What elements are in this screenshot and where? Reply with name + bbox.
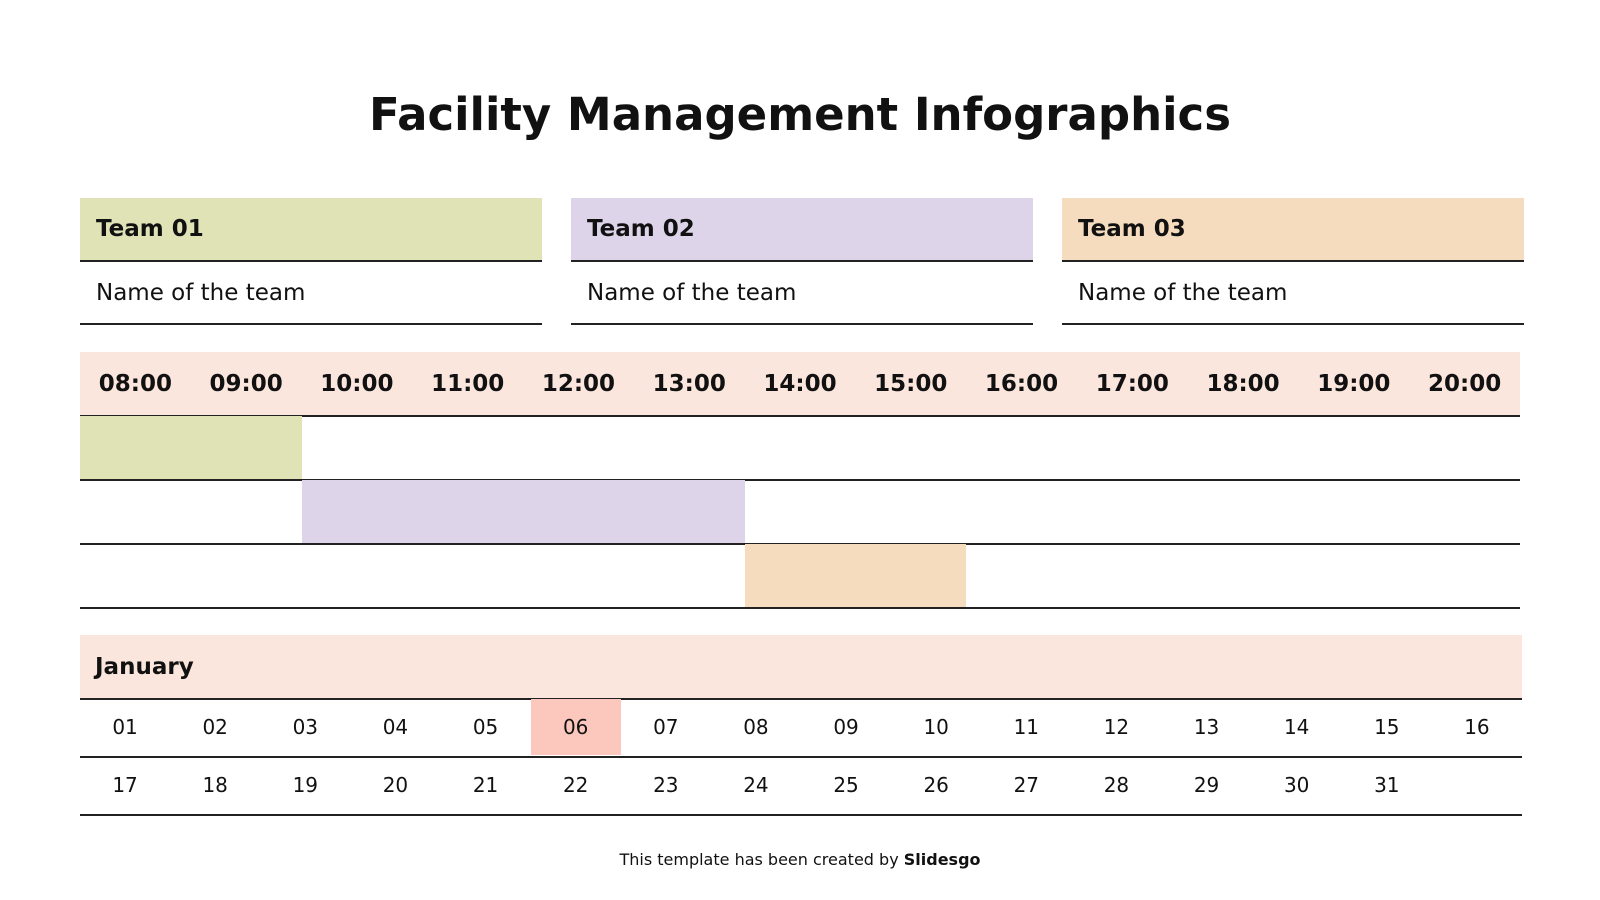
- day-cell: 09: [833, 715, 859, 739]
- footer-brand: Slidesgo: [903, 850, 981, 869]
- day-cell: 31: [1374, 773, 1400, 797]
- hour-label: 13:00: [652, 370, 726, 397]
- day-cell: 11: [1013, 715, 1040, 739]
- day-cell: 06: [530, 699, 621, 755]
- day-cell: 17: [112, 773, 138, 797]
- day-cell: 20: [382, 773, 409, 797]
- hour-label: 20:00: [1427, 370, 1502, 397]
- day-cell: 21: [472, 773, 499, 797]
- day-cell: 19: [292, 773, 319, 797]
- day-cell: 13: [1193, 715, 1220, 739]
- day-cell: 14: [1283, 715, 1310, 739]
- team-name: Name of the team: [1078, 280, 1288, 306]
- rule: [1062, 260, 1524, 262]
- rule: [80, 607, 1520, 609]
- day-cell: 08: [743, 715, 769, 739]
- schedule-bar: [744, 544, 967, 607]
- rule: [571, 323, 1033, 325]
- day-cell: 02: [202, 715, 228, 739]
- day-cell: 27: [1013, 773, 1040, 797]
- team-header: Team 03: [1062, 198, 1524, 260]
- day-cell: 04: [382, 715, 409, 739]
- hour-label: 14:00: [763, 370, 837, 397]
- day-cell: 01: [112, 715, 138, 739]
- schedule-bar: [80, 416, 302, 479]
- hour-label: 19:00: [1317, 370, 1391, 397]
- rule: [1062, 323, 1524, 325]
- day-cell: 15: [1374, 715, 1400, 739]
- day-cell: 10: [923, 715, 949, 739]
- footer-text: This template has been created by: [619, 850, 899, 869]
- month-header: January: [80, 635, 1522, 698]
- hour-label: 15:00: [874, 370, 948, 397]
- day-cell: 16: [1464, 715, 1490, 739]
- hour-label: 18:00: [1206, 370, 1280, 397]
- day-cell: 24: [743, 773, 769, 797]
- day-cell: 12: [1103, 715, 1130, 739]
- rule: [80, 479, 1520, 481]
- day-cell: 30: [1283, 773, 1310, 797]
- day-cell: 03: [292, 715, 319, 739]
- schedule-bar: [301, 480, 745, 543]
- day-cell: 28: [1103, 773, 1130, 797]
- schedule-header: [80, 352, 1520, 415]
- day-cell: 22: [562, 773, 589, 797]
- hour-label: 12:00: [541, 370, 616, 397]
- hour-label: 09:00: [209, 370, 283, 397]
- hour-label: 10:00: [320, 370, 394, 397]
- hour-label: 16:00: [984, 370, 1059, 397]
- hour-label: 17:00: [1095, 370, 1169, 397]
- rule: [571, 260, 1033, 262]
- rule: [80, 323, 542, 325]
- hour-label: 08:00: [98, 370, 172, 397]
- day-cell: 18: [202, 773, 228, 797]
- title: Facility Management Infographics: [368, 88, 1231, 141]
- team-name: Name of the team: [96, 280, 306, 306]
- day-cell: 25: [833, 773, 859, 797]
- rule: [80, 415, 1520, 417]
- team-header: Team 01: [80, 198, 542, 260]
- day-cell: 23: [653, 773, 679, 797]
- hour-label: 11:00: [431, 370, 505, 397]
- rule: [80, 260, 542, 262]
- day-cell: 07: [653, 715, 679, 739]
- rule: [80, 756, 1522, 758]
- rule: [80, 814, 1522, 816]
- day-cell: 26: [923, 773, 949, 797]
- day-cell: 29: [1193, 773, 1220, 797]
- team-header: Team 02: [571, 198, 1033, 260]
- team-name: Name of the team: [587, 280, 797, 306]
- rule: [80, 698, 1522, 700]
- day-cell: 05: [472, 715, 499, 739]
- footer: This template has been created by Slides…: [0, 850, 1600, 869]
